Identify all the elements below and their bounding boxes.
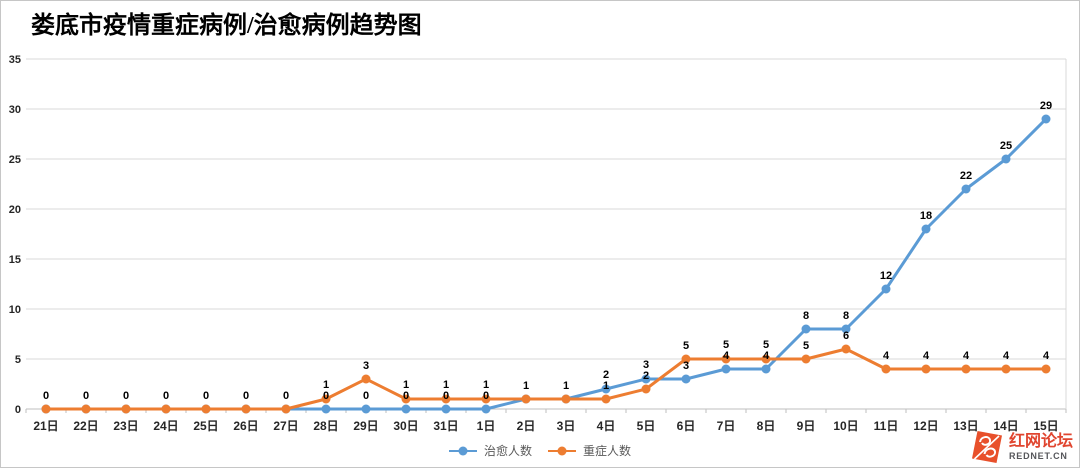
svg-text:4: 4 [963,350,970,362]
svg-text:6日: 6日 [677,419,696,433]
watermark: 红网论坛 REDNET.CN [971,430,1073,464]
svg-text:2日: 2日 [517,419,536,433]
svg-text:8日: 8日 [757,419,776,433]
svg-text:4: 4 [883,350,890,362]
svg-text:0: 0 [163,390,169,402]
svg-text:1: 1 [603,380,609,392]
svg-text:0: 0 [443,390,449,402]
svg-text:3: 3 [643,359,649,371]
svg-text:11日: 11日 [874,419,899,433]
svg-text:4: 4 [1043,350,1050,362]
svg-text:5: 5 [723,339,729,351]
svg-text:0: 0 [363,390,369,402]
svg-text:23日: 23日 [113,419,138,433]
svg-text:0: 0 [243,390,249,402]
svg-text:22: 22 [960,170,972,182]
svg-text:29: 29 [1040,100,1052,112]
svg-text:5: 5 [15,354,21,366]
severe-line-marker-icon [548,446,576,455]
svg-text:27日: 27日 [273,419,298,433]
svg-text:3: 3 [683,360,689,372]
svg-text:1: 1 [323,379,329,391]
svg-text:31日: 31日 [433,419,458,433]
svg-text:25: 25 [9,154,21,166]
cured-dot-icon [458,446,468,455]
svg-text:13日: 13日 [953,419,978,433]
svg-text:29日: 29日 [353,419,378,433]
legend-item-cured: 治愈人数 [448,442,532,459]
svg-text:0: 0 [323,390,329,402]
svg-text:22日: 22日 [73,419,98,433]
legend-item-severe: 重症人数 [548,442,631,459]
svg-text:0: 0 [203,390,209,402]
svg-text:5: 5 [683,340,689,352]
svg-text:15日: 15日 [1033,419,1058,433]
svg-text:26日: 26日 [233,419,258,433]
svg-text:1: 1 [563,380,569,392]
svg-text:4日: 4日 [597,419,616,433]
svg-text:24日: 24日 [153,419,178,433]
svg-text:0: 0 [483,390,489,402]
watermark-site-domain: REDNET.CN [1008,451,1068,462]
svg-text:14日: 14日 [993,419,1018,433]
svg-text:8: 8 [843,310,849,322]
svg-text:20: 20 [9,204,21,216]
svg-text:4: 4 [1003,350,1010,362]
svg-text:3: 3 [363,360,369,372]
svg-text:12日: 12日 [913,419,938,433]
chart-title: 娄底市疫情重症病例/治愈病例趋势图 [31,13,422,39]
svg-text:28日: 28日 [313,419,338,433]
svg-text:10日: 10日 [833,419,858,433]
severe-dot-icon [557,446,567,455]
rednet-logo-icon [971,431,1002,463]
svg-text:21日: 21日 [33,419,58,433]
svg-text:1: 1 [403,379,409,391]
svg-text:0: 0 [15,404,21,416]
svg-text:0: 0 [283,390,289,402]
chart-legend: 治愈人数 重症人数 [1,442,1079,459]
svg-text:4: 4 [763,350,770,362]
svg-text:4: 4 [923,350,930,362]
svg-text:6: 6 [843,330,849,342]
svg-text:35: 35 [9,54,21,66]
svg-text:0: 0 [403,390,409,402]
svg-text:1: 1 [483,379,489,391]
svg-text:25日: 25日 [193,419,218,433]
svg-text:9日: 9日 [797,419,816,433]
svg-text:30: 30 [9,104,21,116]
svg-text:2: 2 [603,369,609,381]
svg-text:2: 2 [643,370,649,382]
svg-text:4: 4 [723,350,730,362]
legend-label-severe: 重症人数 [583,444,632,458]
svg-text:0: 0 [123,390,129,402]
svg-text:5: 5 [763,339,769,351]
svg-text:12: 12 [880,270,892,282]
svg-text:0: 0 [83,390,89,402]
svg-text:5日: 5日 [637,419,656,433]
svg-text:1日: 1日 [477,419,496,433]
svg-text:8: 8 [803,310,809,322]
svg-text:25: 25 [1000,140,1012,152]
legend-label-cured: 治愈人数 [483,444,532,458]
cured-line-marker-icon [448,446,477,455]
svg-text:18: 18 [920,210,932,222]
svg-text:1: 1 [443,379,449,391]
svg-text:1: 1 [523,380,529,392]
svg-text:0: 0 [43,390,49,402]
svg-text:7日: 7日 [717,419,736,433]
svg-text:30日: 30日 [393,419,418,433]
watermark-site-name: 红网论坛 [1008,432,1073,450]
svg-text:3日: 3日 [557,419,576,433]
svg-text:15: 15 [9,254,21,266]
svg-text:5: 5 [803,340,809,352]
svg-text:10: 10 [9,304,21,316]
